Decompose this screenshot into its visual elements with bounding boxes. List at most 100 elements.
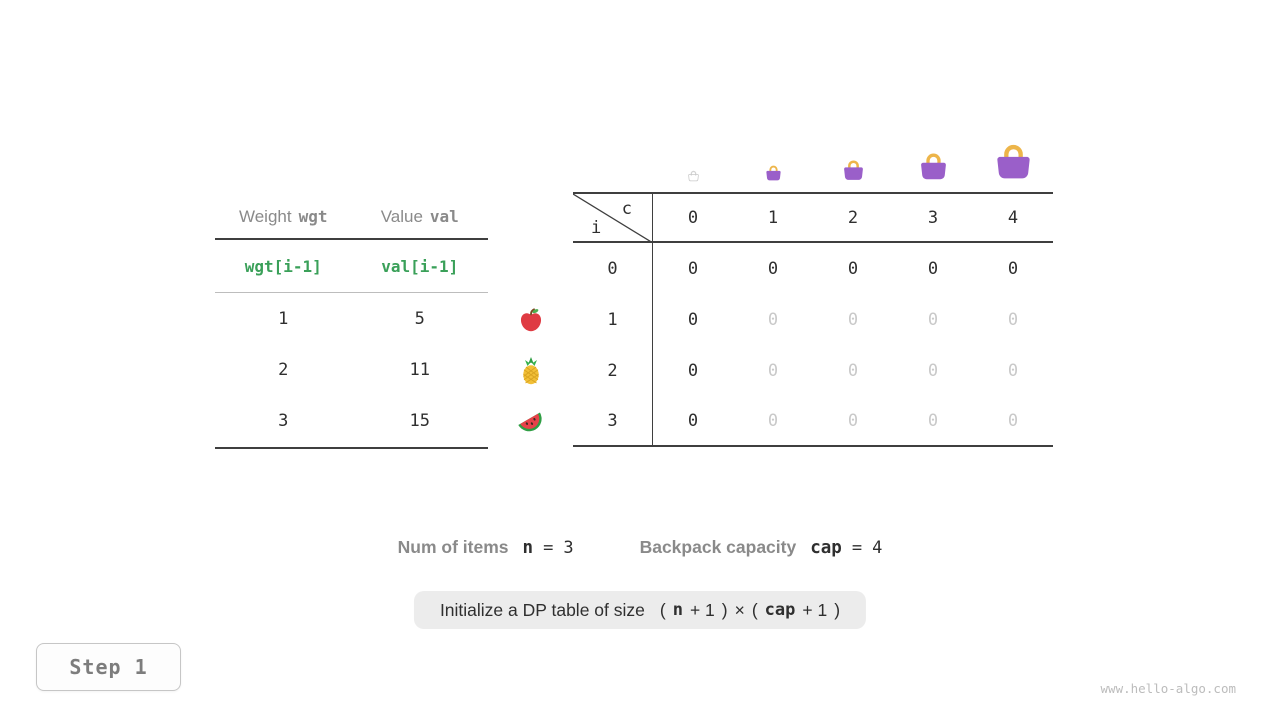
dp-value-cell: 0	[767, 360, 779, 381]
bag-slot	[893, 149, 973, 182]
dp-corner-cell: c i	[573, 194, 653, 243]
weight-column-header: Weight wgt	[215, 195, 352, 238]
paren-open-1: (	[659, 599, 666, 620]
num-items-value: 3	[563, 537, 574, 558]
num-items-stat: Num of items n = 3	[398, 537, 574, 558]
value-column-header: Value val	[352, 195, 489, 238]
code-row: wgt[i-1] val[i-1]	[215, 240, 488, 293]
bag-slot	[733, 163, 813, 182]
dp-value-cell: 0	[687, 309, 699, 330]
value-label: Value	[380, 206, 423, 226]
row-var-label: i	[591, 218, 602, 238]
stats-line: Num of items n = 3 Backpack capacity cap…	[0, 537, 1280, 558]
dp-col-header: 0	[687, 207, 699, 228]
bag-slot	[813, 157, 893, 182]
dp-value-cell: 0	[927, 309, 939, 330]
bag-slot	[653, 169, 733, 182]
capacity-value: 4	[872, 537, 883, 558]
step-badge: Step 1	[36, 643, 181, 691]
dp-header-row: c i 0 1 2 3 4	[573, 192, 1053, 243]
dp-value-cell: 0	[927, 360, 939, 381]
capacity-equals: =	[851, 537, 863, 558]
col-var-label: c	[621, 199, 632, 219]
dp-col-header: 1	[767, 207, 779, 228]
item-table-rows: 1 5 2 11 3 15	[215, 293, 488, 449]
watermelon-icon	[513, 396, 549, 447]
dp-value-cell: 0	[767, 258, 779, 279]
dp-col-header: 2	[847, 207, 859, 228]
num-items-label: Num of items	[397, 537, 509, 557]
watermark: www.hello-algo.com	[1100, 681, 1236, 696]
dp-row-header: 1	[573, 294, 653, 345]
bag-icon	[765, 165, 781, 181]
caption-var-cap: cap	[764, 600, 796, 620]
dp-value-cell: 0	[847, 410, 859, 431]
fruit-column	[513, 294, 549, 447]
dp-value-cell: 0	[1007, 309, 1019, 330]
dp-value-cell: 0	[1007, 360, 1019, 381]
dp-value-cell: 0	[687, 410, 699, 431]
apple-icon	[513, 294, 549, 345]
times-sign: ×	[734, 599, 745, 620]
dp-value-cell: 0	[1007, 410, 1019, 431]
value-code-label: val	[429, 207, 459, 226]
item-weight-cell: 1	[278, 308, 289, 329]
dp-value-cell: 0	[767, 309, 779, 330]
step-label: Step 1	[69, 655, 148, 679]
caption-var-n: n	[672, 600, 683, 620]
plus-one-1: + 1	[689, 599, 715, 620]
weight-code-expr: wgt[i-1]	[244, 256, 322, 276]
dp-row-header: 0	[573, 243, 653, 294]
dp-value-cell: 0	[687, 258, 699, 279]
item-value-cell: 15	[409, 411, 430, 432]
dp-row: 1 0 0 0 0 0	[573, 294, 1053, 345]
diagonal-divider	[573, 194, 653, 243]
dp-row-header: 3	[573, 396, 653, 445]
capacity-label: Backpack capacity	[639, 537, 797, 557]
bag-icon	[920, 153, 946, 180]
bag-slot	[973, 139, 1053, 182]
num-items-equals: =	[543, 537, 554, 558]
item-weight-cell: 2	[278, 359, 289, 380]
item-row: 2 11	[215, 344, 488, 395]
dp-row: 2 0 0 0 0 0	[573, 345, 1053, 396]
value-code-expr: val[i-1]	[381, 256, 459, 276]
weight-code-label: wgt	[298, 207, 328, 226]
bag-icon	[843, 160, 863, 180]
paren-close-1: )	[721, 599, 728, 620]
item-row: 3 15	[215, 396, 488, 447]
bag-row	[653, 136, 1053, 182]
paren-close-2: )	[834, 599, 841, 620]
dp-value-cell: 0	[1007, 258, 1019, 279]
dp-row: 0 0 0 0 0 0	[573, 243, 1053, 294]
item-value-cell: 5	[414, 308, 425, 329]
dp-value-cell: 0	[847, 309, 859, 330]
dp-row: 3 0 0 0 0 0	[573, 396, 1053, 447]
plus-one-2: + 1	[802, 599, 828, 620]
item-weight-cell: 3	[278, 411, 289, 432]
dp-row-header: 2	[573, 345, 653, 396]
caption-pill: Initialize a DP table of size ( n + 1 ) …	[413, 591, 867, 629]
dp-value-cell: 0	[767, 410, 779, 431]
dp-col-header: 4	[1007, 207, 1019, 228]
paren-open-2: (	[751, 599, 758, 620]
num-items-var: n	[522, 537, 534, 558]
weight-label: Weight	[238, 206, 292, 226]
capacity-stat: Backpack capacity cap = 4	[640, 537, 883, 558]
bag-ghost-icon	[687, 170, 699, 182]
capacity-var: cap	[810, 537, 842, 558]
dp-value-cell: 0	[927, 410, 939, 431]
dp-value-cell: 0	[847, 258, 859, 279]
caption-text: Initialize a DP table of size	[439, 599, 645, 620]
dp-value-cell: 0	[847, 360, 859, 381]
dp-value-cell: 0	[687, 360, 699, 381]
dp-col-header: 3	[927, 207, 939, 228]
bag-icon	[996, 144, 1030, 179]
item-table: Weight wgt Value val wgt[i-1] val[i-1] 1…	[215, 195, 488, 449]
item-table-header: Weight wgt Value val	[215, 195, 488, 240]
dp-value-cell: 0	[927, 258, 939, 279]
item-value-cell: 11	[409, 359, 430, 380]
